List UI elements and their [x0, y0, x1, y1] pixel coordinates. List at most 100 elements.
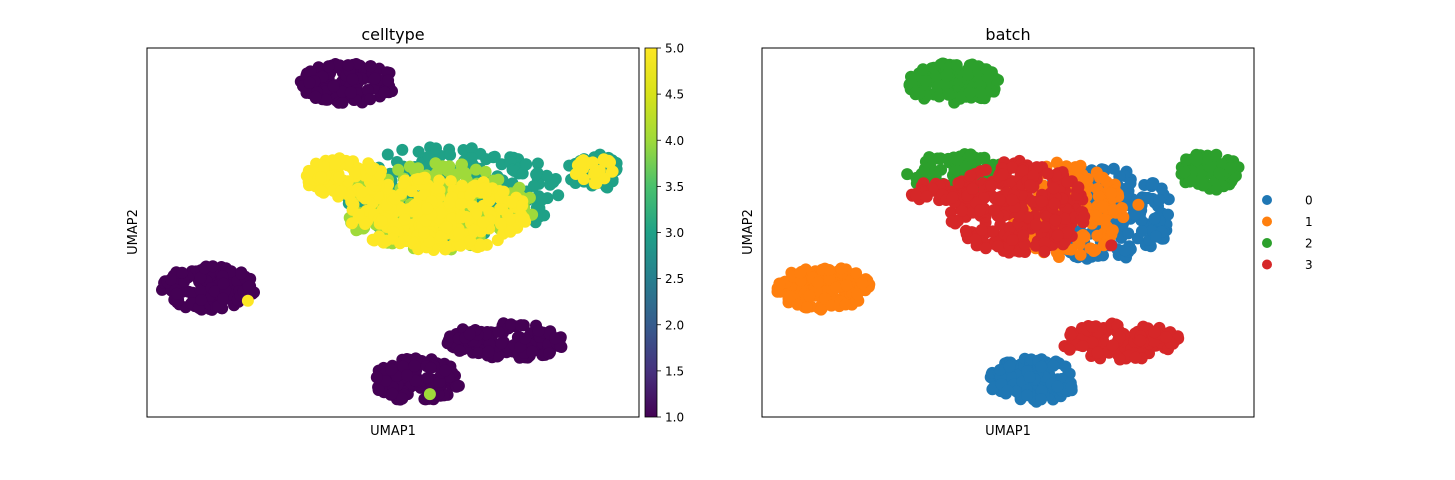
batch-point — [1148, 326, 1161, 339]
batch-legend: 0 1 2 3 — [1262, 194, 1313, 272]
celltype-point — [468, 224, 481, 237]
celltype-point — [342, 59, 355, 72]
batch-point — [1059, 360, 1072, 373]
batch-point — [980, 63, 993, 76]
batch-point — [910, 189, 923, 202]
batch-point — [1074, 248, 1087, 261]
celltype-point — [497, 185, 510, 198]
celltype-point — [516, 199, 529, 212]
celltype-point — [375, 215, 388, 227]
legend-marker — [1262, 195, 1272, 205]
batch-point — [1153, 194, 1166, 207]
batch-point — [1134, 334, 1147, 347]
celltype-point — [385, 363, 398, 376]
batch-point — [1064, 329, 1077, 341]
celltype-point — [444, 149, 457, 161]
batch-point — [1065, 381, 1078, 394]
celltype-point — [479, 165, 492, 178]
celltype-point — [318, 160, 330, 173]
celltype-point — [329, 157, 342, 170]
batch-point — [773, 278, 786, 291]
batch-point — [803, 290, 816, 303]
celltype-point — [495, 337, 508, 350]
batch-point — [1058, 212, 1071, 225]
batch-point — [974, 204, 987, 217]
batch-point — [815, 302, 828, 315]
batch-point — [901, 168, 914, 181]
celltype-point — [530, 168, 543, 181]
celltype-point — [327, 80, 340, 92]
celltype-point — [366, 233, 379, 246]
batch-point — [840, 279, 853, 292]
celltype-point — [382, 74, 395, 87]
celltype-point — [444, 175, 457, 188]
batch-panel: batch UMAP1 UMAP2 0 1 2 3 — [741, 25, 1313, 439]
celltype-point — [304, 65, 317, 78]
batch-point — [835, 262, 848, 275]
batch-point — [1180, 153, 1193, 166]
batch-point — [1155, 182, 1168, 195]
celltype-point — [531, 157, 544, 170]
celltype-point — [314, 185, 327, 197]
batch-point — [1128, 208, 1141, 221]
batch-point — [1107, 162, 1120, 175]
celltype-point — [348, 166, 361, 179]
legend-marker — [1262, 238, 1272, 248]
celltype-point — [520, 158, 533, 171]
celltype-point — [356, 185, 369, 198]
celltype-point — [396, 392, 409, 405]
celltype-point — [575, 155, 587, 168]
celltype-point — [526, 345, 539, 358]
celltype-point — [552, 189, 565, 202]
batch-point — [986, 225, 999, 238]
celltype-highlight-point — [423, 388, 436, 401]
celltype-point — [600, 155, 613, 168]
batch-point — [1003, 221, 1016, 234]
celltype-point — [516, 167, 529, 180]
celltype-point — [549, 332, 561, 345]
celltype-point — [435, 230, 448, 243]
celltype-point — [504, 225, 517, 238]
celltype-point — [439, 364, 452, 377]
batch-point — [978, 151, 991, 164]
batch-point — [829, 281, 842, 294]
batch-point — [1048, 197, 1061, 210]
celltype-point — [429, 157, 442, 170]
batch-point — [1114, 353, 1126, 366]
batch-point — [913, 87, 926, 100]
batch-point — [926, 153, 939, 165]
batch-point — [991, 240, 1004, 253]
batch-point — [1038, 245, 1051, 258]
batch-point — [988, 204, 1000, 216]
batch-point — [1038, 237, 1051, 249]
celltype-point — [452, 227, 465, 240]
batch-xlabel: UMAP1 — [985, 424, 1031, 439]
celltype-point — [346, 73, 359, 86]
celltype-point — [176, 266, 189, 279]
batch-point — [856, 277, 869, 290]
celltype-point — [519, 332, 532, 345]
batch-point — [1107, 203, 1120, 216]
batch-ylabel: UMAP2 — [741, 209, 756, 255]
celltype-point — [452, 379, 465, 392]
batch-point — [1072, 181, 1085, 194]
batch-point — [1041, 167, 1054, 180]
batch-point — [950, 59, 963, 72]
batch-point — [1204, 161, 1217, 174]
celltype-point — [482, 345, 495, 358]
batch-point — [969, 233, 982, 246]
celltype-point — [364, 93, 377, 106]
celltype-point — [365, 163, 378, 176]
colorbar-tick-label: 3.5 — [665, 180, 684, 194]
batch-point — [1051, 380, 1064, 393]
celltype-point — [536, 193, 549, 206]
celltype-point — [440, 221, 453, 234]
batch-point — [1148, 212, 1161, 225]
batch-point — [963, 86, 976, 99]
batch-point — [801, 301, 813, 314]
batch-point — [1224, 162, 1237, 175]
batch-point — [919, 75, 932, 88]
celltype-point — [456, 179, 468, 192]
celltype-point — [433, 376, 446, 388]
batch-point — [1050, 156, 1063, 169]
